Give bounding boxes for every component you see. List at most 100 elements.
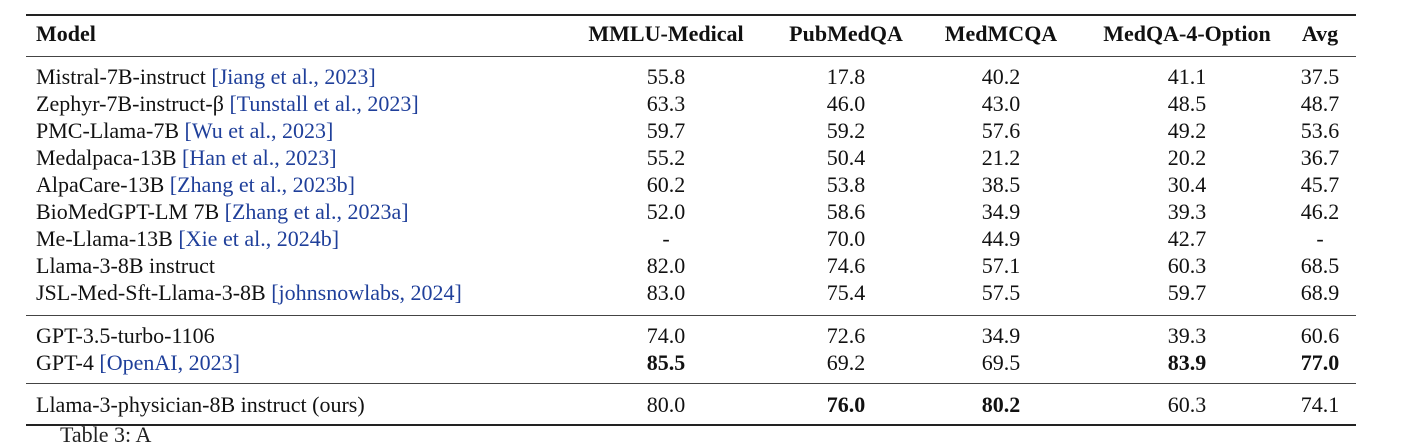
pubmedqa-value: 76.0 xyxy=(826,392,866,417)
header-medmcqa: MedMCQA xyxy=(944,21,1058,46)
table-row: Zephyr-7B-instruct-β [Tunstall et al., 2… xyxy=(26,90,1356,117)
pubmedqa-value: 70.0 xyxy=(826,226,866,251)
mmlu-value: 60.2 xyxy=(646,172,686,197)
medqa-value: 39.3 xyxy=(1167,323,1207,348)
pubmedqa-value: 72.6 xyxy=(826,323,866,348)
medqa-value: 59.7 xyxy=(1167,280,1207,305)
table-row: Llama-3-physician-8B instruct (ours) 80.… xyxy=(26,391,1356,418)
pubmedqa-value: 75.4 xyxy=(826,280,866,305)
mmlu-value: 55.2 xyxy=(646,145,686,170)
table-row: Mistral-7B-instruct [Jiang et al., 2023]… xyxy=(26,63,1356,90)
model-name: GPT-3.5-turbo-1106 xyxy=(36,323,215,348)
table-row: PMC-Llama-7B [Wu et al., 2023] 59.7 59.2… xyxy=(26,117,1356,144)
medmcqa-value: 40.2 xyxy=(981,64,1021,89)
group-rule xyxy=(26,383,1356,384)
medqa-value: 30.4 xyxy=(1167,172,1207,197)
mmlu-value: - xyxy=(662,226,670,251)
medqa-value: 49.2 xyxy=(1167,118,1207,143)
avg-value: 77.0 xyxy=(1300,350,1340,375)
bottom-rule xyxy=(26,424,1356,426)
medqa-value: 60.3 xyxy=(1167,253,1207,278)
table-caption: Table 3: A xyxy=(60,422,152,447)
pubmedqa-value: 46.0 xyxy=(826,91,866,116)
model-name: Me-Llama-13B xyxy=(36,226,173,251)
header-avg: Avg xyxy=(1301,21,1339,46)
mmlu-value: 63.3 xyxy=(646,91,686,116)
medmcqa-value: 69.5 xyxy=(981,350,1021,375)
medmcqa-value: 34.9 xyxy=(981,323,1021,348)
medmcqa-value: 57.6 xyxy=(981,118,1021,143)
medqa-value: 39.3 xyxy=(1167,199,1207,224)
avg-value: 46.2 xyxy=(1300,199,1340,224)
pubmedqa-value: 50.4 xyxy=(826,145,866,170)
medqa-value: 83.9 xyxy=(1167,350,1207,375)
group-rule xyxy=(26,315,1356,316)
avg-value: - xyxy=(1316,226,1324,251)
medmcqa-value: 38.5 xyxy=(981,172,1021,197)
header-medqa-4-option: MedQA-4-Option xyxy=(1103,21,1271,46)
medmcqa-value: 43.0 xyxy=(981,91,1021,116)
avg-value: 53.6 xyxy=(1300,118,1340,143)
model-name: Mistral-7B-instruct xyxy=(36,64,206,89)
medqa-value: 60.3 xyxy=(1167,392,1207,417)
model-name: Llama-3-8B instruct xyxy=(36,253,216,278)
avg-value: 68.5 xyxy=(1300,253,1340,278)
medmcqa-value: 57.5 xyxy=(981,280,1021,305)
table-row: AlpaCare-13B [Zhang et al., 2023b] 60.2 … xyxy=(26,171,1356,198)
citation-link[interactable]: [Jiang et al., 2023] xyxy=(211,64,376,89)
citation-link[interactable]: [OpenAI, 2023] xyxy=(99,350,240,375)
table-row: Llama-3-8B instruct 82.0 74.6 57.1 60.3 … xyxy=(26,252,1356,279)
mmlu-value: 83.0 xyxy=(646,280,686,305)
medmcqa-value: 34.9 xyxy=(981,199,1021,224)
avg-value: 45.7 xyxy=(1300,172,1340,197)
table-row: GPT-3.5-turbo-1106 74.0 72.6 34.9 39.3 6… xyxy=(26,322,1356,349)
mmlu-value: 82.0 xyxy=(646,253,686,278)
model-name: JSL-Med-Sft-Llama-3-8B xyxy=(36,280,266,305)
table-row: BioMedGPT-LM 7B [Zhang et al., 2023a] 52… xyxy=(26,198,1356,225)
citation-link[interactable]: [Han et al., 2023] xyxy=(182,145,337,170)
table-row: GPT-4 [OpenAI, 2023] 85.5 69.2 69.5 83.9… xyxy=(26,349,1356,376)
table-row: JSL-Med-Sft-Llama-3-8B [johnsnowlabs, 20… xyxy=(26,279,1356,306)
avg-value: 37.5 xyxy=(1300,64,1340,89)
avg-value: 48.7 xyxy=(1300,91,1340,116)
medqa-value: 48.5 xyxy=(1167,91,1207,116)
avg-value: 60.6 xyxy=(1300,323,1340,348)
citation-link[interactable]: [johnsnowlabs, 2024] xyxy=(271,280,462,305)
medqa-value: 20.2 xyxy=(1167,145,1207,170)
header-mmlu-medical: MMLU-Medical xyxy=(588,21,744,46)
table-header-row: Model MMLU-Medical PubMedQA MedMCQA MedQ… xyxy=(26,20,1356,47)
citation-link[interactable]: [Xie et al., 2024b] xyxy=(178,226,340,251)
medmcqa-value: 57.1 xyxy=(981,253,1021,278)
citation-link[interactable]: [Zhang et al., 2023b] xyxy=(169,172,355,197)
model-name: PMC-Llama-7B xyxy=(36,118,179,143)
header-pubmedqa: PubMedQA xyxy=(789,21,903,46)
model-name: Llama-3-physician-8B instruct (ours) xyxy=(36,392,365,417)
avg-value: 74.1 xyxy=(1300,392,1340,417)
medmcqa-value: 21.2 xyxy=(981,145,1021,170)
citation-link[interactable]: [Zhang et al., 2023a] xyxy=(224,199,409,224)
model-name: AlpaCare-13B xyxy=(36,172,165,197)
pubmedqa-value: 58.6 xyxy=(826,199,866,224)
top-rule xyxy=(26,14,1356,16)
citation-link[interactable]: [Wu et al., 2023] xyxy=(184,118,334,143)
table-row: Me-Llama-13B [Xie et al., 2024b] - 70.0 … xyxy=(26,225,1356,252)
citation-link[interactable]: [Tunstall et al., 2023] xyxy=(229,91,419,116)
medqa-value: 41.1 xyxy=(1167,64,1207,89)
model-name: BioMedGPT-LM 7B xyxy=(36,199,220,224)
header-model: Model xyxy=(36,21,96,46)
mmlu-value: 80.0 xyxy=(646,392,686,417)
avg-value: 36.7 xyxy=(1300,145,1340,170)
medqa-value: 42.7 xyxy=(1167,226,1207,251)
pubmedqa-value: 74.6 xyxy=(826,253,866,278)
medmcqa-value: 44.9 xyxy=(981,226,1021,251)
medmcqa-value: 80.2 xyxy=(981,392,1021,417)
pubmedqa-value: 53.8 xyxy=(826,172,866,197)
model-name: Medalpaca-13B xyxy=(36,145,177,170)
model-name: Zephyr-7B-instruct-β xyxy=(36,91,224,116)
mmlu-value: 74.0 xyxy=(646,323,686,348)
pubmedqa-value: 17.8 xyxy=(826,64,866,89)
mmlu-value: 52.0 xyxy=(646,199,686,224)
pubmedqa-value: 69.2 xyxy=(826,350,866,375)
model-name: GPT-4 xyxy=(36,350,94,375)
table-row: Medalpaca-13B [Han et al., 2023] 55.2 50… xyxy=(26,144,1356,171)
